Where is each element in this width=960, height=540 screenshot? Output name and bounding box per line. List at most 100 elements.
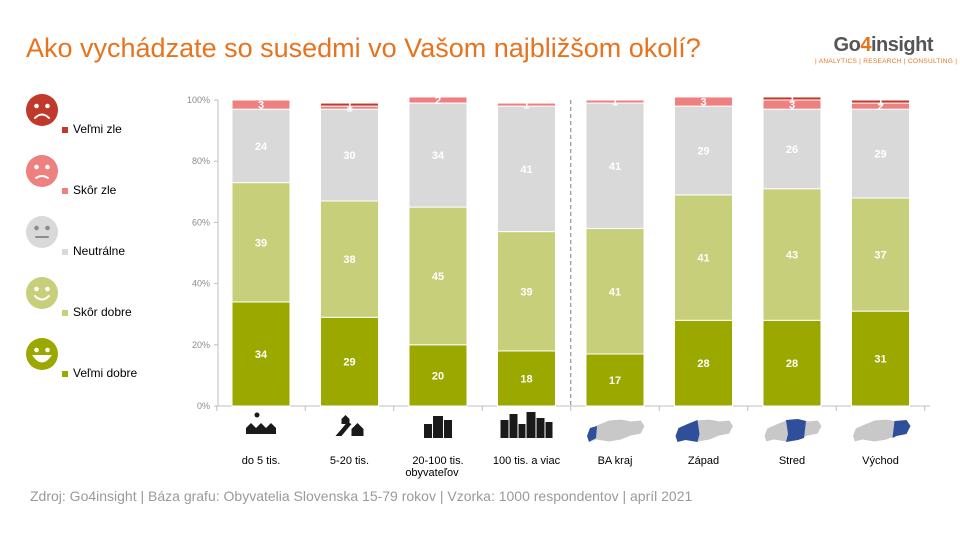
data-label: 26 [786, 144, 798, 156]
bar-segment [585, 99, 645, 104]
x-tick-label: do 5 tis. [242, 455, 281, 467]
eye [34, 347, 39, 353]
house [256, 423, 266, 434]
eye [34, 164, 39, 170]
bar-segment [320, 200, 379, 318]
legend-item: Skôr dobre [26, 277, 132, 319]
bar-segment [497, 231, 556, 352]
legend-swatch [62, 371, 68, 377]
bar-segment [497, 350, 556, 407]
legend-swatch [62, 310, 68, 316]
legend-label: Skôr zle [73, 183, 117, 197]
building [433, 416, 443, 438]
bar-segment [408, 344, 468, 407]
mouth [34, 295, 50, 301]
bar-segment [231, 182, 291, 303]
data-label: 1 [346, 103, 352, 115]
legend-swatch [62, 249, 68, 255]
data-label: 45 [432, 271, 444, 283]
building [526, 412, 536, 438]
legend-label: Veľmi dobre [73, 366, 138, 380]
bar-segment [320, 108, 379, 202]
legend-item: Veľmi zle [26, 94, 122, 136]
house [266, 423, 276, 434]
data-label: 34 [432, 150, 445, 162]
bar-stack: 28 41 29 3 [674, 96, 733, 407]
data-label: 2 [877, 101, 883, 113]
data-label: 38 [343, 254, 355, 266]
eye [34, 103, 39, 109]
map-ba-kraj-icon [586, 418, 646, 443]
data-label: 43 [786, 250, 798, 262]
logo-tagline: | ANALYTICS | RESEARCH | CONSULTING | [815, 58, 958, 65]
building [545, 422, 553, 438]
data-label: 39 [255, 237, 267, 249]
bar-segment [320, 316, 379, 407]
data-label: 29 [697, 145, 709, 157]
legend-label: Skôr dobre [73, 305, 132, 319]
map-highlight [786, 419, 806, 442]
bar-segment [762, 108, 822, 190]
map-vychod-icon [851, 418, 912, 443]
map-stred-icon [763, 418, 823, 443]
bar-stack: 18 39 41 1 [497, 100, 556, 407]
y-tick-label: 60% [192, 217, 210, 227]
smile-face-icon [26, 277, 58, 309]
mouth [35, 175, 49, 179]
bar-segment [585, 102, 645, 230]
x-tick-label: 100 tis. a viac [493, 455, 561, 467]
eye [45, 286, 50, 292]
y-tick-label: 40% [192, 279, 210, 289]
data-label: 34 [255, 349, 268, 361]
data-label: 28 [697, 358, 709, 370]
eye [45, 103, 50, 109]
bar-segment [674, 194, 733, 321]
data-label: 1 [877, 97, 883, 109]
legend-label: Neutrálne [73, 244, 125, 258]
building [536, 418, 545, 438]
data-label: 30 [343, 150, 355, 162]
legend-item: Neutrálne [26, 216, 125, 258]
map-highlight [587, 426, 597, 442]
large-city-icon [500, 412, 553, 438]
data-label: 41 [697, 253, 709, 265]
bar-segment [851, 99, 910, 104]
bar-segment [231, 99, 291, 110]
map-zapad-icon [674, 418, 735, 443]
data-label: 24 [255, 141, 268, 153]
building [500, 420, 509, 438]
building [518, 424, 526, 438]
building [444, 420, 452, 438]
data-label: 39 [520, 286, 532, 298]
y-tick-label: 20% [192, 340, 210, 350]
legend: Veľmi zle Skôr zle Neutrálne Skôr dobre Veľm… [26, 94, 138, 380]
data-label: 1 [789, 93, 795, 105]
data-label: 1 [346, 100, 352, 112]
bar-segment [851, 108, 910, 199]
bar-segment [497, 105, 556, 233]
building [509, 414, 518, 438]
bar-segment [762, 96, 822, 101]
eye [45, 225, 50, 231]
legend-swatch [62, 127, 68, 133]
data-label: 31 [874, 354, 886, 366]
map-highlight [892, 420, 911, 438]
chart-title: Ako vychádzate so susedmi vo Vašom najbl… [26, 33, 701, 63]
bar-stack: 31 37 29 21 [851, 97, 910, 407]
bar-segment [762, 319, 822, 407]
bar-segment [408, 96, 468, 104]
stacked-bar-chart: Veľmi zle Skôr zle Neutrálne Skôr dobre Veľm… [26, 93, 930, 479]
bar-segment [320, 102, 379, 107]
sun [254, 412, 260, 418]
category-group-label: obyvateľov [405, 467, 459, 479]
x-tick-label: 20-100 tis. [412, 455, 463, 467]
house [351, 423, 364, 436]
data-label: 41 [609, 286, 621, 298]
mouth [34, 113, 50, 119]
city-icon [424, 416, 452, 438]
house [341, 415, 350, 424]
bar-stack: 17 41 41 1 [585, 97, 645, 407]
data-label: 2 [435, 95, 441, 107]
legend-item: Veľmi dobre [26, 338, 138, 380]
x-tick-label: Stred [779, 455, 805, 467]
